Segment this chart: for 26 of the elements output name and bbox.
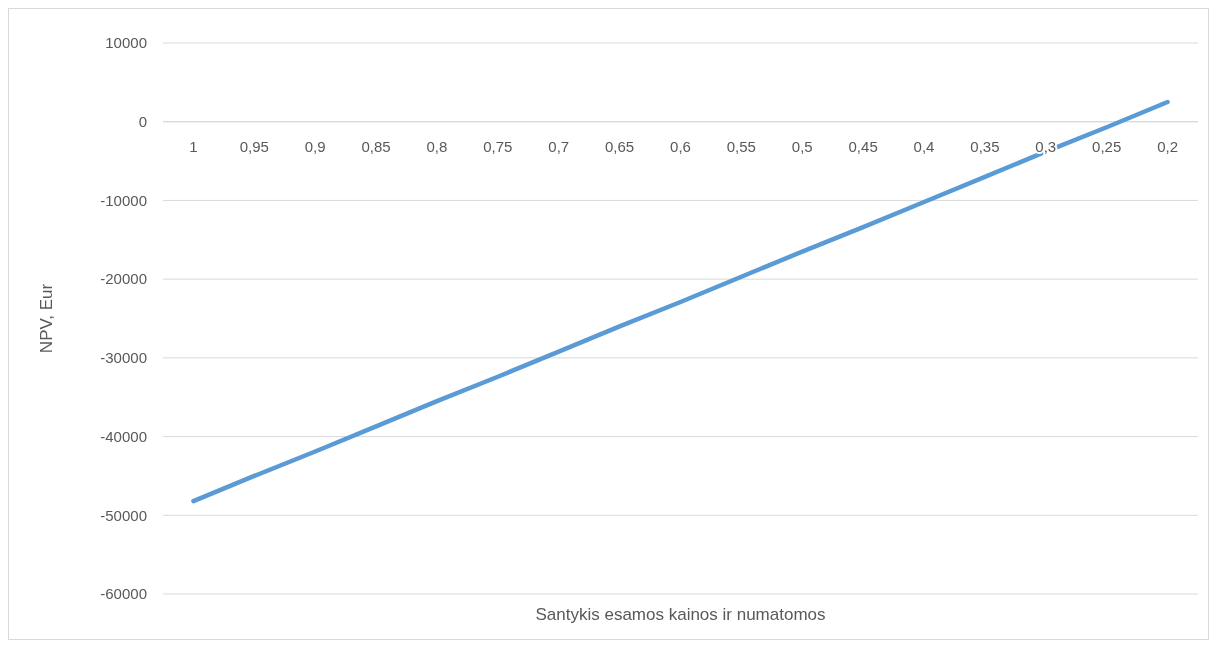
y-tick-label: -50000 [100, 506, 147, 524]
x-tick-label: 0,65 [605, 137, 635, 155]
y-tick-label: -30000 [100, 349, 147, 367]
x-tick-label: 0,85 [361, 137, 391, 155]
x-tick-label: 0,55 [726, 137, 756, 155]
x-tick-label: 0,75 [483, 137, 513, 155]
x-tick-label: 0,9 [304, 137, 326, 155]
x-tick-label: 0,7 [548, 137, 570, 155]
y-tick-label: -40000 [100, 427, 147, 445]
x-tick-label: 0,6 [670, 137, 691, 155]
y-tick-label: 10000 [105, 34, 147, 52]
y-tick-label: -10000 [100, 191, 147, 209]
x-axis-title: Santykis esamos kainos ir numatomos [535, 605, 826, 624]
y-tick-label: 0 [138, 112, 147, 130]
x-tick-label: 0,8 [426, 137, 448, 155]
x-tick-label: 0,25 [1092, 137, 1122, 155]
x-tick-label: 0,35 [970, 137, 1000, 155]
x-tick-label: 0,45 [848, 137, 878, 155]
x-tick-label: 0,5 [791, 137, 813, 155]
x-tick-label: 0,95 [239, 137, 269, 155]
y-tick-label: -60000 [100, 585, 147, 603]
y-tick-label: -20000 [100, 270, 147, 288]
x-tick-label: 1 [189, 137, 198, 155]
x-tick-label: 0,2 [1157, 137, 1178, 155]
y-axis-title: NPV, Eur [37, 283, 56, 354]
x-tick-label: 0,4 [913, 137, 935, 155]
